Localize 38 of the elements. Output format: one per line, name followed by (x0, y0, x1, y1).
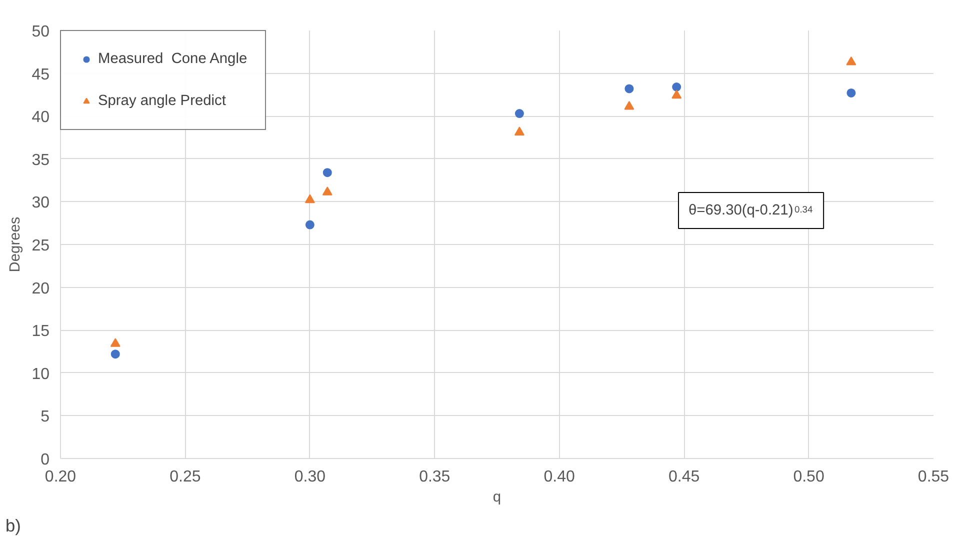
point (514, 109, 524, 118)
x-tick-label: 0.50 (793, 468, 824, 486)
x-tick-label: 0.35 (419, 468, 450, 486)
y-tick-label: 35 (32, 152, 50, 169)
point (322, 186, 332, 196)
y-tick-label: 15 (32, 323, 50, 340)
y-tick-label: 45 (32, 66, 50, 84)
legend-label: Measured Cone Angle (98, 51, 248, 67)
point (304, 194, 315, 204)
x-tick-label: 0.45 (668, 468, 700, 486)
x-tick-label: 0.40 (544, 468, 576, 486)
x-tick-label: 0.25 (170, 468, 201, 486)
point (305, 220, 314, 230)
point (672, 90, 682, 99)
point (322, 168, 332, 178)
y-tick-label: 40 (32, 109, 50, 126)
y-tick-label: 10 (32, 366, 50, 383)
y-tick-label: 25 (32, 238, 50, 254)
y-tick-label: 20 (32, 280, 50, 298)
x-tick-label: 0.55 (918, 468, 950, 486)
point (846, 56, 856, 66)
point (110, 350, 120, 359)
text: b) (6, 516, 21, 536)
point (624, 84, 634, 94)
y-tick-label: 30 (32, 194, 50, 212)
legend-label: Spray angle Predict (98, 93, 226, 109)
y-axis-title: Degrees (8, 216, 24, 272)
x-tick-label: 0.20 (44, 468, 76, 486)
point (110, 338, 120, 347)
y-tick-label: 5 (40, 408, 50, 426)
x-axis-title: q (492, 490, 502, 506)
y-tick-label: 0 (40, 452, 50, 468)
point (514, 126, 524, 136)
point (846, 88, 856, 98)
point (624, 100, 634, 110)
y-tick-label: 50 (32, 24, 50, 40)
x-tick-label: 0.30 (294, 468, 326, 486)
point (672, 82, 682, 92)
